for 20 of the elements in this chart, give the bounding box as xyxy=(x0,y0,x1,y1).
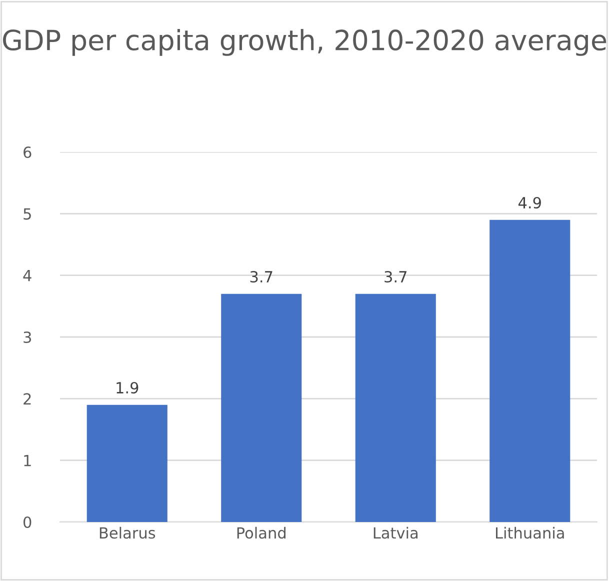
y-tick-label: 1 xyxy=(24,455,31,466)
y-tick-label: 6 xyxy=(24,146,32,158)
bar xyxy=(355,294,436,522)
y-tick-label: 5 xyxy=(24,208,31,220)
y-tick-label: 0 xyxy=(24,516,32,528)
x-tick-label: Belarus xyxy=(100,526,156,539)
y-tick-label: 4 xyxy=(23,270,32,282)
bar xyxy=(86,404,168,522)
bar xyxy=(221,294,302,522)
chart-title: GDP per capita growth, 2010-2020 average xyxy=(3,29,606,56)
data-label: 3.7 xyxy=(250,270,272,283)
x-tick-label: Latvia xyxy=(374,526,418,539)
y-tick-label: 3 xyxy=(24,331,31,344)
data-label: 1.9 xyxy=(116,382,138,394)
bar xyxy=(490,220,570,522)
data-label: 3.7 xyxy=(384,270,406,283)
y-tick-label: 2 xyxy=(24,393,31,404)
data-label: 4.9 xyxy=(518,196,541,209)
x-tick-label: Poland xyxy=(237,526,286,539)
x-tick-label: Lithuania xyxy=(496,526,564,539)
